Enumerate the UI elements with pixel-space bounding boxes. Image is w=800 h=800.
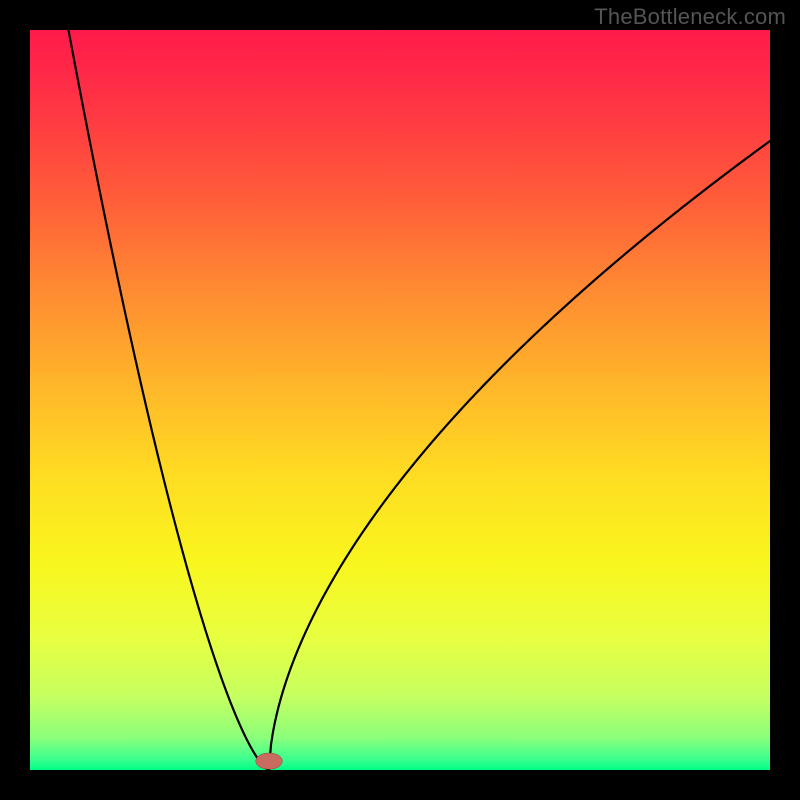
chart-container: TheBottleneck.com (0, 0, 800, 800)
watermark-text: TheBottleneck.com (594, 4, 786, 30)
dip-marker (256, 753, 283, 769)
gradient-background (30, 30, 770, 770)
chart-area (0, 0, 800, 800)
chart-svg (0, 0, 800, 800)
